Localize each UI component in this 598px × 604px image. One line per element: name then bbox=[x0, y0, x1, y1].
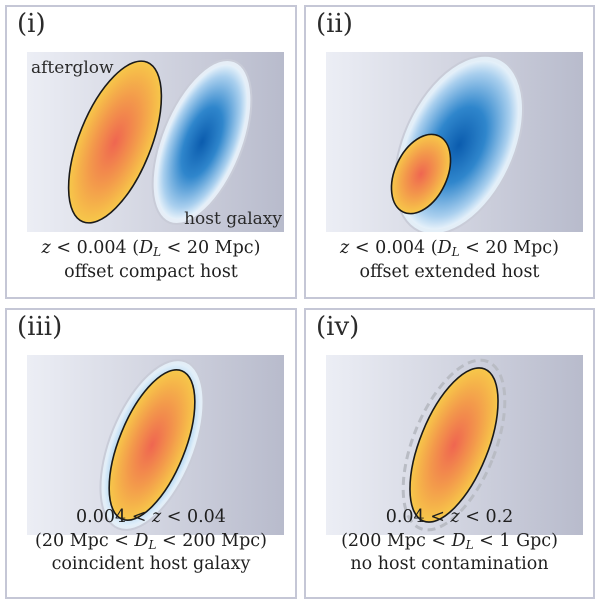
panel-scene bbox=[326, 355, 583, 535]
redshift-line: z < 0.004 (DL < 20 Mpc) bbox=[41, 238, 261, 259]
panel-caption: 0.004 < z < 0.04 (20 Mpc < DL < 200 Mpc)… bbox=[7, 506, 295, 577]
afterglow-ellipse bbox=[108, 369, 196, 521]
redshift-line: z < 0.004 (DL < 20 Mpc) bbox=[340, 238, 559, 259]
afterglow-ellipse bbox=[390, 133, 452, 215]
panel-caption: z < 0.004 (DL < 20 Mpc) offset compact h… bbox=[7, 237, 295, 284]
redshift-line: 0.04 < z < 0.2 bbox=[385, 507, 514, 527]
description-line: offset extended host bbox=[359, 261, 540, 282]
panel-i: (i) afterglow host galaxy z < 0.004 (DL … bbox=[5, 5, 297, 299]
panel-ii: (ii) z < 0.004 (DL < 20 Mpc) offset exte… bbox=[304, 5, 595, 299]
panel-iii: (iii) 0.004 < z < 0.04 (20 Mpc < DL < 20… bbox=[5, 308, 297, 599]
panel-scene bbox=[27, 355, 284, 535]
description-line: offset compact host bbox=[64, 261, 238, 282]
panel-scene bbox=[326, 52, 583, 232]
afterglow-ellipse bbox=[409, 367, 499, 523]
panel-caption: 0.04 < z < 0.2 (200 Mpc < DL < 1 Gpc) no… bbox=[306, 506, 593, 577]
panel-scene: afterglow host galaxy bbox=[27, 52, 284, 232]
panel-label: (i) bbox=[17, 9, 46, 39]
host-galaxy bbox=[151, 58, 253, 226]
panel-label: (ii) bbox=[316, 9, 353, 39]
afterglow-label: afterglow bbox=[31, 58, 114, 78]
redshift-line: 0.004 < z < 0.04 bbox=[76, 507, 226, 527]
host-galaxy-label: host galaxy bbox=[184, 209, 282, 229]
panel-iv: (iv) 0.04 < z < 0.2 (200 Mpc < DL < 1 Gp… bbox=[304, 308, 595, 599]
distance-line: (20 Mpc < DL < 200 Mpc) bbox=[35, 530, 267, 552]
panel-label: (iv) bbox=[316, 312, 360, 342]
description-line: coincident host galaxy bbox=[51, 554, 251, 575]
panel-caption: z < 0.004 (DL < 20 Mpc) offset extended … bbox=[306, 237, 593, 284]
description-line: no host contamination bbox=[350, 554, 549, 575]
afterglow-ellipse bbox=[67, 60, 163, 224]
panel-label: (iii) bbox=[17, 312, 63, 342]
distance-line: (200 Mpc < DL < 1 Gpc) bbox=[341, 530, 558, 552]
